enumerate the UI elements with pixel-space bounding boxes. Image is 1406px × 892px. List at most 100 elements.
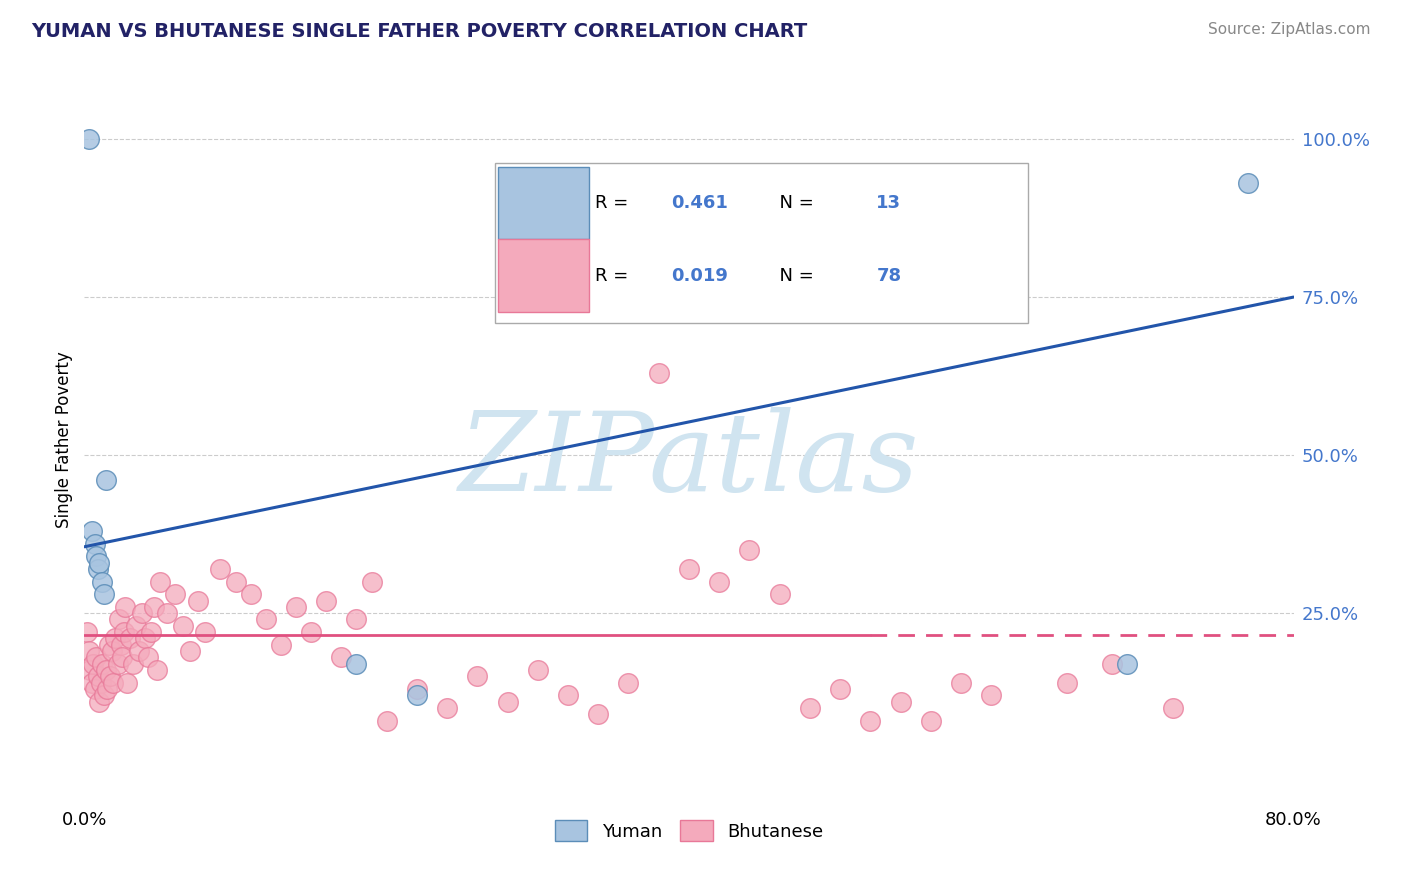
Point (101, 675, 124, 690)
Point (90, 675, 112, 690)
Point (82, 657, 104, 671)
Text: R =: R = (595, 267, 634, 285)
Point (89, 695, 111, 709)
Point (86, 650, 108, 665)
Point (330, 650, 353, 665)
Text: 0.461: 0.461 (671, 194, 728, 212)
Point (859, 714, 882, 728)
Point (118, 632, 141, 646)
Point (134, 632, 156, 646)
Point (617, 675, 640, 690)
Point (146, 663, 169, 677)
Point (108, 612, 131, 626)
FancyBboxPatch shape (498, 239, 589, 312)
Point (1237, 176, 1260, 190)
Point (209, 562, 232, 576)
Point (346, 657, 368, 671)
Point (187, 593, 209, 607)
Point (142, 599, 165, 614)
Point (87, 669, 110, 683)
Point (156, 606, 179, 620)
Point (84, 681, 107, 696)
Point (77, 132, 100, 146)
Point (112, 625, 135, 640)
Point (1161, 701, 1184, 715)
FancyBboxPatch shape (495, 163, 1028, 323)
Point (315, 593, 337, 607)
Point (115, 675, 138, 690)
FancyBboxPatch shape (498, 167, 589, 239)
Text: N =: N = (768, 194, 820, 212)
Point (557, 689, 579, 703)
Point (830, 681, 852, 696)
Point (920, 714, 942, 728)
Point (299, 625, 322, 640)
Point (98, 669, 121, 683)
Point (107, 657, 129, 671)
Point (980, 689, 1002, 703)
Point (94, 663, 117, 677)
Point (769, 587, 792, 601)
Point (436, 701, 458, 715)
Point (588, 707, 610, 722)
Point (125, 619, 148, 633)
Legend: Yuman, Bhutanese: Yuman, Bhutanese (547, 813, 831, 848)
Point (149, 574, 172, 589)
Text: Source: ZipAtlas.com: Source: ZipAtlas.com (1208, 22, 1371, 37)
Point (225, 574, 247, 589)
Point (194, 625, 217, 640)
Point (890, 695, 912, 709)
Point (87, 562, 110, 576)
Point (285, 599, 308, 614)
Point (89, 556, 111, 570)
Point (467, 669, 489, 683)
Text: YUMAN VS BHUTANESE SINGLE FATHER POVERTY CORRELATION CHART: YUMAN VS BHUTANESE SINGLE FATHER POVERTY… (31, 22, 807, 41)
Point (360, 574, 382, 589)
Point (100, 644, 122, 658)
Text: ZIPatlas: ZIPatlas (458, 408, 920, 515)
Point (527, 663, 550, 677)
Point (97, 638, 120, 652)
Point (76, 625, 98, 640)
Point (950, 675, 973, 690)
Point (406, 689, 429, 703)
Point (1116, 657, 1139, 671)
Point (678, 562, 700, 576)
Point (406, 681, 429, 696)
Point (375, 714, 398, 728)
Point (738, 543, 761, 558)
Point (270, 638, 292, 652)
Point (80, 524, 103, 538)
Point (110, 638, 132, 652)
Point (136, 650, 159, 665)
Point (165, 587, 187, 601)
Point (86, 549, 108, 564)
Point (114, 599, 136, 614)
Point (128, 644, 150, 658)
Point (77, 644, 100, 658)
Point (648, 366, 671, 380)
Point (1056, 675, 1078, 690)
Point (346, 612, 368, 626)
Text: 0.019: 0.019 (671, 267, 728, 285)
Point (79, 663, 101, 677)
Point (121, 657, 143, 671)
Text: 13: 13 (876, 194, 901, 212)
Point (239, 587, 262, 601)
Point (709, 574, 731, 589)
Text: N =: N = (768, 267, 820, 285)
Point (93, 689, 115, 703)
Point (139, 625, 162, 640)
Point (254, 612, 277, 626)
Point (496, 695, 519, 709)
Point (799, 701, 821, 715)
Point (179, 644, 201, 658)
Point (1101, 657, 1123, 671)
Point (91, 657, 114, 671)
Text: 78: 78 (876, 267, 901, 285)
Point (172, 619, 194, 633)
Point (96, 681, 118, 696)
Point (84, 536, 107, 550)
Y-axis label: Single Father Poverty: Single Father Poverty (55, 351, 73, 528)
Point (111, 650, 134, 665)
